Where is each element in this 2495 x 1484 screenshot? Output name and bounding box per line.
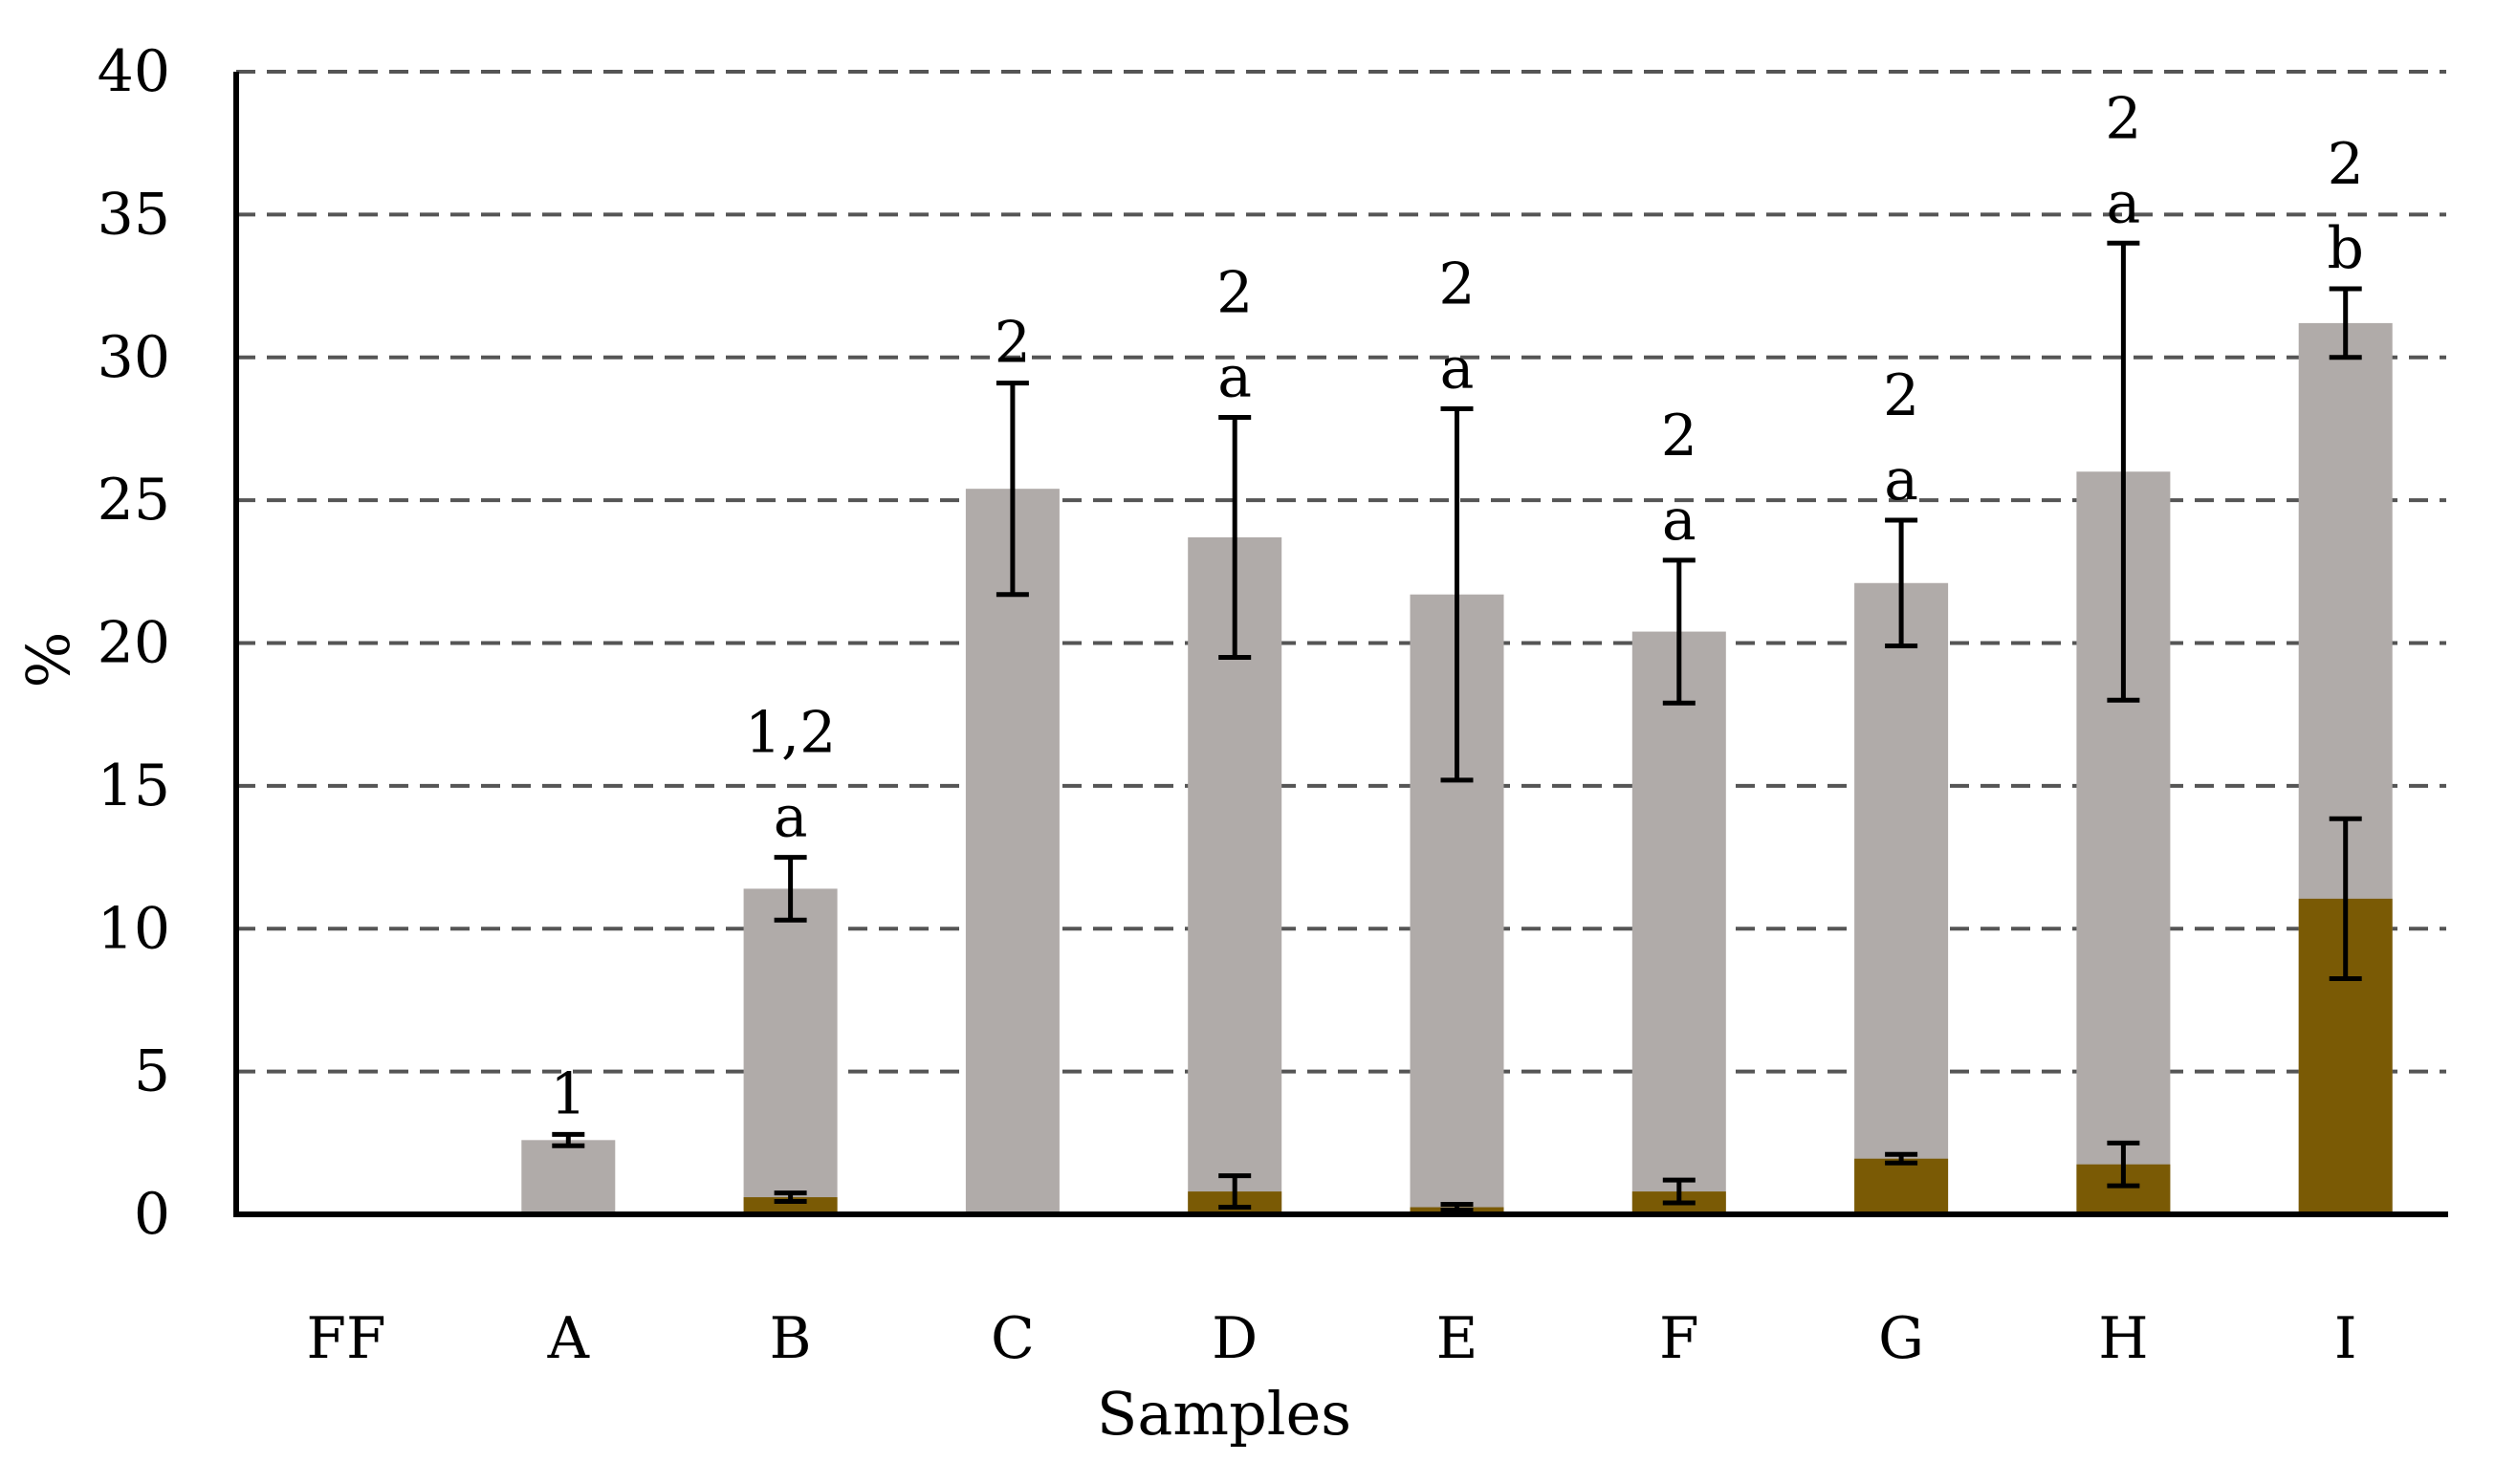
y-tick-labels: 0 5 10 15 20 25 30 35 40	[98, 38, 170, 1248]
y-axis-title: %	[13, 632, 83, 688]
error-bar-series-2-D	[1218, 1173, 1252, 1211]
error-bar-series-1-B	[774, 855, 807, 923]
annotation-label: 2	[995, 310, 1031, 377]
y-tick-label: 40	[98, 38, 170, 105]
error-bar-series-2-B	[774, 1190, 807, 1205]
annotation-label: a	[1440, 336, 1475, 403]
y-tick-label: 25	[98, 467, 170, 534]
annotation-label: 1	[550, 1060, 586, 1127]
bar-series-1-G	[1854, 582, 1949, 1214]
x-tick-label: F	[1659, 1305, 1699, 1372]
significance-annotations: 1 1,2 a 2 2 a 2 a 2 a 2 a 2 a 2 b	[550, 85, 2364, 1127]
error-bar-series-2-G	[1885, 1151, 1918, 1166]
y-tick-label: 35	[98, 181, 170, 248]
error-bar-series-2-F	[1662, 1177, 1696, 1206]
x-tick-label: D	[1212, 1305, 1258, 1372]
y-tick-label: 5	[134, 1038, 170, 1105]
error-bar-series-1-A	[552, 1131, 585, 1148]
error-bar-series-1-C	[996, 381, 1029, 598]
error-bar-series-1-I	[2329, 286, 2362, 360]
y-tick-label: 30	[98, 324, 170, 391]
error-bar-series-2-I	[2329, 816, 2362, 982]
error-bar-series-2-H	[2107, 1140, 2140, 1189]
error-bar-series-2-E	[1440, 1202, 1474, 1213]
bar-series-2-B	[743, 1197, 838, 1214]
x-tick-label: E	[1436, 1305, 1478, 1372]
error-bar-series-1-G	[1885, 517, 1918, 648]
bar-series-2-G	[1854, 1158, 1949, 1214]
error-bar-series-1-E	[1440, 406, 1474, 783]
error-bar-series-1-D	[1218, 414, 1252, 660]
annotation-label: 2	[2105, 85, 2141, 152]
bar-series-1-F	[1631, 631, 1726, 1214]
y-tick-label: 0	[134, 1181, 170, 1248]
annotation-label: a	[1884, 447, 1918, 513]
annotation-label: a	[1662, 487, 1696, 554]
annotation-label: a	[774, 784, 808, 851]
axes	[233, 72, 2448, 1217]
x-tick-label: A	[547, 1305, 590, 1372]
error-bar-series-1-H	[2107, 240, 2140, 703]
gridlines	[236, 70, 2446, 1074]
x-tick-label: C	[991, 1305, 1035, 1372]
x-tick-label: I	[2334, 1305, 2357, 1372]
y-tick-label: 15	[98, 753, 170, 819]
annotation-label: a	[2107, 169, 2141, 236]
annotation-label: a	[1217, 343, 1252, 410]
annotation-label: 2	[1661, 403, 1697, 469]
bar-series-1-B	[743, 888, 838, 1214]
bar-series-1-A	[521, 1140, 616, 1214]
x-tick-label: H	[2098, 1305, 2148, 1372]
x-tick-label: G	[1878, 1305, 1924, 1372]
annotation-label: 2	[1216, 259, 1253, 326]
bars	[521, 322, 2393, 1214]
annotation-label: 1,2	[745, 700, 836, 767]
bar-series-1-C	[965, 489, 1060, 1214]
annotation-label: 2	[1883, 362, 1919, 429]
x-tick-label: B	[770, 1305, 812, 1372]
error-bar-series-1-F	[1662, 557, 1696, 706]
y-tick-label: 20	[98, 610, 170, 677]
annotation-label: 2	[2328, 131, 2364, 198]
x-axis-title: Samples	[1097, 1379, 1351, 1449]
annotation-label: 2	[1438, 251, 1475, 318]
x-tick-label: FF	[306, 1305, 385, 1372]
y-tick-label: 10	[98, 895, 170, 962]
x-tick-labels: FF A B C D E F G H I	[306, 1305, 2356, 1372]
annotation-label: b	[2327, 215, 2363, 282]
error-bars	[552, 240, 2362, 1213]
